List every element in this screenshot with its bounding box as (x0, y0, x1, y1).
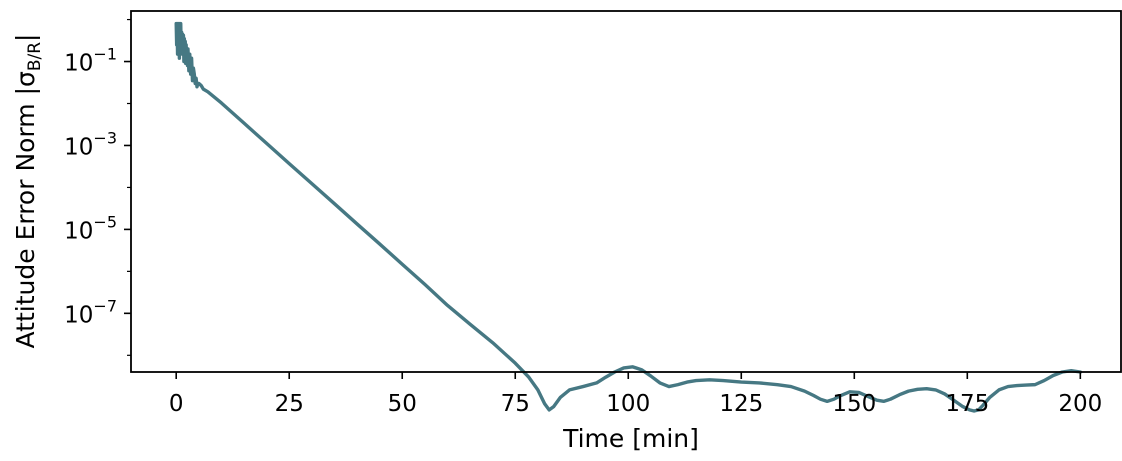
y-tick-label: 10−3 (64, 128, 117, 160)
x-tick-label: 100 (606, 391, 650, 417)
x-tick-label: 75 (501, 391, 530, 417)
plot-frame (130, 10, 1122, 373)
x-tick-label: 0 (169, 391, 184, 417)
y-tick-label: 10−1 (64, 45, 117, 77)
y-tick-label: 10−5 (64, 212, 117, 244)
x-axis-label: Time [min] (562, 424, 699, 453)
y-axis-label: Attitude Error Norm |σB/R| (11, 34, 45, 349)
x-tick-label: 50 (388, 391, 417, 417)
x-tick-label: 125 (719, 391, 763, 417)
y-axis-label-subscript: B/R (25, 42, 45, 71)
y-axis-label-main: Attitude Error Norm |σ (11, 71, 40, 348)
x-tick-label: 175 (945, 391, 989, 417)
y-axis-label-suffix: | (11, 34, 40, 42)
x-axis: 0 25 50 75 100 125 150 175 200 (169, 372, 1102, 417)
series-line-0 (174, 21, 1083, 413)
x-tick-label: 200 (1058, 391, 1102, 417)
x-tick-label: 150 (832, 391, 876, 417)
y-tick-label: 10−7 (64, 296, 117, 328)
y-axis: 10−7 10−5 10−3 10−1 (64, 18, 131, 356)
plot-content (174, 21, 1083, 413)
x-tick-label: 25 (275, 391, 304, 417)
